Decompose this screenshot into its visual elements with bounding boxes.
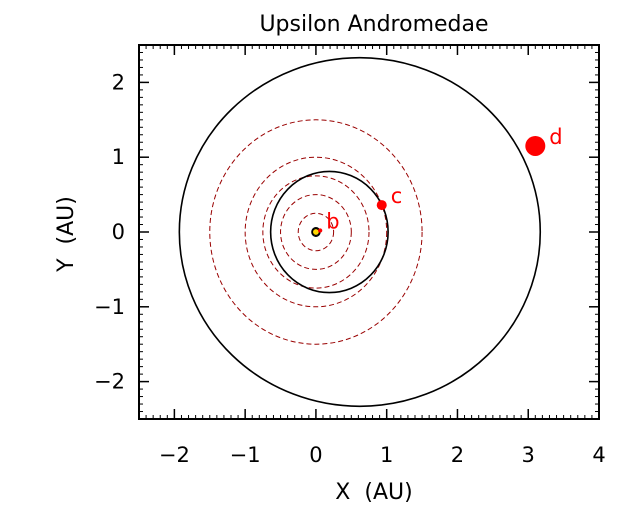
x-tick-label: −2 [159,443,190,467]
x-tick-label: 3 [522,443,535,467]
x-tick-label: −1 [230,443,261,467]
planet-b [318,228,323,233]
chart-title: Upsilon Andromedae [259,12,488,37]
planet-label-d: d [549,125,562,149]
dashed-circle-4 [244,156,388,308]
y-tick-label: 2 [112,70,125,94]
dashed-circle-2 [280,194,352,270]
plot-content [178,56,546,408]
orbit-c [269,170,389,294]
dashed-circle-3 [262,175,370,289]
planet-label-c: c [391,184,403,208]
dashed-circle-1 [297,212,335,252]
y-tick-label: 1 [112,145,125,169]
planet-c [376,200,387,211]
planet-d [525,135,546,156]
y-axis-label: Y (AU) [54,196,79,273]
x-tick-label: 0 [309,443,322,467]
y-tick-label: 0 [112,220,125,244]
y-axis: −2 −1 0 1 2 [94,44,599,420]
y-tick-label: −1 [94,295,125,319]
plot-area: b c d [138,44,600,420]
y-tick-label: −2 [94,370,125,394]
x-tick-label: 1 [380,443,393,467]
dashed-circle-5 [209,119,423,345]
x-tick-label: 4 [592,443,605,467]
x-axis: −2 −1 0 1 2 3 4 [138,45,606,467]
planet-label-b: b [326,210,339,234]
x-axis-label: X (AU) [335,480,412,505]
x-tick-label: 2 [451,443,464,467]
orbit-d [178,56,542,408]
